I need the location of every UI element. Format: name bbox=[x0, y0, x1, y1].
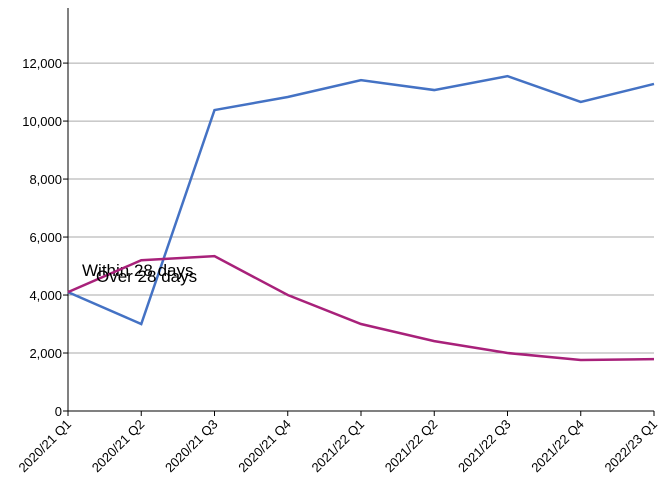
y-tick-label: 8,000 bbox=[29, 172, 62, 187]
x-tick-label: 2020/21 Q2 bbox=[89, 417, 148, 476]
x-tick-label: 2020/21 Q4 bbox=[235, 417, 294, 476]
y-tick-label: 6,000 bbox=[29, 230, 62, 245]
y-tick-label: 4,000 bbox=[29, 288, 62, 303]
x-tick-label: 2020/21 Q1 bbox=[15, 417, 74, 476]
x-tick-label: 2020/21 Q3 bbox=[162, 417, 221, 476]
y-tick-label: 12,000 bbox=[22, 56, 62, 71]
x-tick-label: 2021/22 Q2 bbox=[382, 417, 441, 476]
series-label: Over 28 days bbox=[96, 267, 197, 286]
y-tick-label: 2,000 bbox=[29, 346, 62, 361]
x-tick-label: 2022/23 Q1 bbox=[601, 417, 658, 476]
y-tick-label: 0 bbox=[55, 404, 62, 419]
y-tick-label: 10,000 bbox=[22, 114, 62, 129]
x-tick-label: 2021/22 Q4 bbox=[528, 417, 587, 476]
x-tick-label: 2021/22 Q1 bbox=[308, 417, 367, 476]
x-tick-label: 2021/22 Q3 bbox=[455, 417, 514, 476]
series-line bbox=[67, 74, 655, 326]
series-line bbox=[67, 254, 655, 362]
